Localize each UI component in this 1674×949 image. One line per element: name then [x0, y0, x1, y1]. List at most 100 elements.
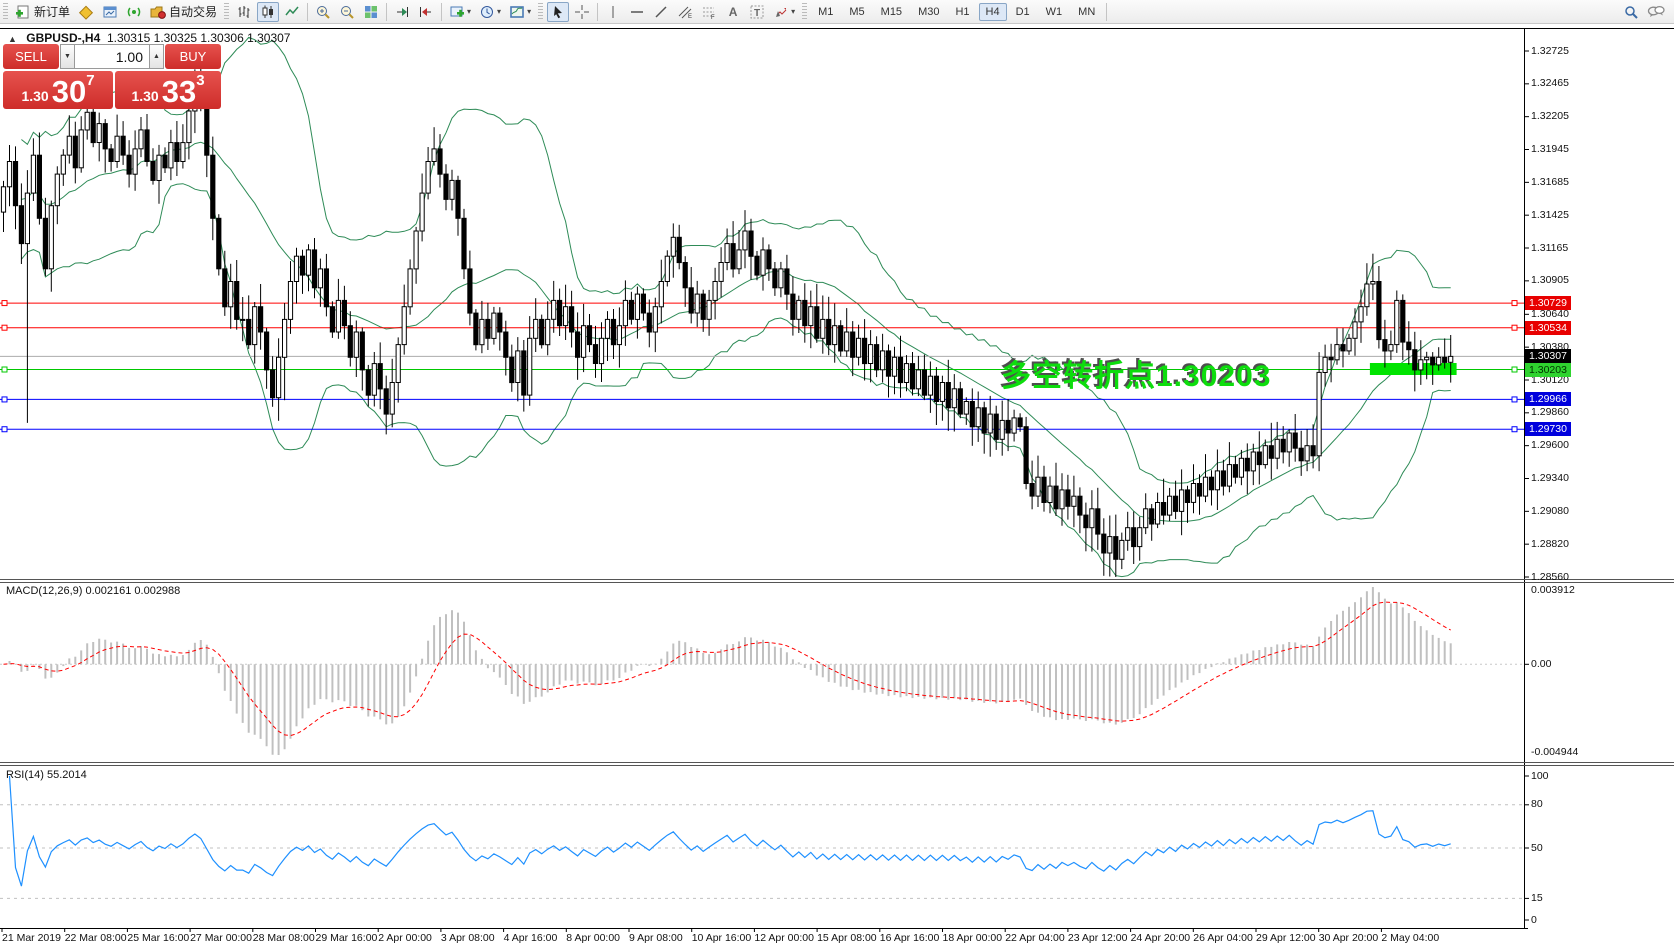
template-icon — [509, 4, 525, 20]
price-level-label: 1.29966 — [1525, 392, 1571, 407]
time-axis-label: 22 Mar 08:00 — [64, 932, 127, 944]
sell-price[interactable]: 1.30 30 7 — [3, 71, 113, 109]
svg-text:T: T — [754, 8, 760, 19]
text-button[interactable]: A — [722, 2, 744, 22]
vertical-line-button[interactable] — [602, 2, 624, 22]
price-tick-label: 1.31685 — [1531, 175, 1569, 188]
arrows-dropdown[interactable]: ▾ — [770, 2, 798, 22]
toolbar: 新订单 自动交易 — [0, 0, 1674, 24]
signals-button[interactable] — [123, 2, 145, 22]
toolbar-gripper[interactable] — [224, 2, 230, 21]
tile-windows-button[interactable] — [360, 2, 382, 22]
price-tick-label: 1.30905 — [1531, 274, 1569, 287]
svg-text:E: E — [688, 14, 692, 20]
chart-shift-button[interactable] — [415, 2, 437, 22]
zoom-in-button[interactable] — [312, 2, 334, 22]
cursor-button[interactable] — [547, 1, 570, 22]
buy-button[interactable]: BUY — [165, 44, 221, 69]
horizontal-line-icon — [629, 4, 645, 20]
tab-d1[interactable]: D1 — [1015, 5, 1030, 18]
macd-axis-label: 0.00 — [1531, 657, 1552, 670]
price-tick-label: 1.28560 — [1531, 570, 1569, 583]
new-order-button[interactable]: 新订单 — [12, 2, 73, 22]
rsi-axis-label: 0 — [1531, 913, 1537, 926]
toolbar-separator — [386, 2, 388, 21]
time-axis-label: 22 Apr 04:00 — [1005, 932, 1065, 944]
channel-button[interactable]: E — [674, 2, 696, 22]
templates-dropdown[interactable]: ▾ — [506, 2, 534, 22]
metaeditor-button[interactable] — [75, 2, 97, 22]
collapse-icon[interactable]: ▲ — [8, 34, 17, 44]
price-tick-label: 1.29860 — [1531, 406, 1569, 419]
tab-h1[interactable]: H1 — [955, 5, 970, 18]
time-axis-label: 27 Mar 00:00 — [190, 932, 252, 944]
text-a-icon: A — [728, 4, 738, 19]
time-axis-label: 3 Apr 08:00 — [440, 932, 495, 944]
tab-h4[interactable]: H4 — [978, 2, 1007, 21]
rsi-axis-label: 100 — [1531, 769, 1549, 782]
time-axis-label: 26 Apr 04:00 — [1193, 932, 1253, 944]
macd-histogram — [8, 587, 1452, 755]
macd-axis-label: 0.003912 — [1531, 584, 1575, 596]
zoom-out-icon — [339, 4, 355, 20]
new-chart-dropdown[interactable]: ▾ — [446, 2, 474, 22]
time-axis-label: 21 Mar 2019 — [2, 932, 61, 944]
horizontal-line-button[interactable] — [626, 2, 648, 22]
toolbar-separator — [597, 2, 599, 21]
trendline-icon — [653, 4, 669, 20]
bollinger-bands — [21, 36, 1451, 578]
metaeditor-icon — [78, 4, 94, 20]
macd-signal-line — [3, 601, 1451, 737]
tab-m1[interactable]: M1 — [818, 5, 834, 18]
tab-w1[interactable]: W1 — [1045, 5, 1063, 18]
toolbar-gripper[interactable] — [538, 2, 544, 21]
time-axis-label: 29 Apr 12:00 — [1256, 932, 1316, 944]
price-level-label: 1.30307 — [1525, 349, 1571, 364]
rsi-axis-label: 80 — [1531, 798, 1543, 811]
volume-input[interactable]: 1.00 — [75, 44, 149, 69]
price-tick-label: 1.31165 — [1531, 241, 1569, 254]
market-watch-icon — [102, 4, 118, 20]
volume-increase-button[interactable]: ▲ — [149, 44, 164, 69]
bar-chart-button[interactable] — [233, 2, 255, 22]
svg-text:F: F — [711, 15, 715, 20]
zoom-out-button[interactable] — [336, 2, 358, 22]
tab-m5[interactable]: M5 — [849, 5, 865, 18]
candlestick-chart-button[interactable] — [257, 1, 280, 22]
market-watch-button[interactable] — [99, 2, 121, 22]
toolbar-gripper[interactable] — [802, 2, 808, 21]
time-axis-label: 9 Apr 08:00 — [629, 932, 683, 944]
caret-down-icon: ▾ — [527, 7, 532, 16]
price-tick-label: 1.29600 — [1531, 439, 1569, 452]
auto-scroll-icon — [394, 4, 410, 20]
autotrading-button[interactable]: 自动交易 — [147, 2, 220, 22]
tab-m30[interactable]: M30 — [918, 5, 940, 18]
sell-price-small: 1.30 — [21, 88, 49, 104]
volume-decrease-button[interactable]: ▼ — [60, 44, 75, 69]
time-axis-label: 29 Mar 16:00 — [315, 932, 378, 944]
auto-scroll-button[interactable] — [391, 2, 413, 22]
tab-mn[interactable]: MN — [1078, 5, 1096, 18]
text-label-button[interactable]: T — [746, 2, 768, 22]
price-tick-label: 1.30640 — [1531, 307, 1569, 320]
trendline-button[interactable] — [650, 2, 672, 22]
price-tick-label: 1.31425 — [1531, 208, 1569, 221]
tab-m15[interactable]: M15 — [880, 5, 903, 18]
toolbar-gripper[interactable] — [3, 2, 8, 21]
time-axis-label: 4 Apr 16:00 — [503, 932, 558, 944]
price-tick-label: 1.32465 — [1531, 77, 1569, 90]
macd-header: MACD(12,26,9) 0.002161 0.002988 — [6, 585, 181, 597]
price-tick-label: 1.32205 — [1531, 110, 1569, 123]
buy-price[interactable]: 1.30 33 3 — [115, 71, 221, 109]
search-button[interactable] — [1620, 2, 1642, 22]
sell-button[interactable]: SELL — [3, 44, 59, 69]
profiles-dropdown[interactable]: ▾ — [476, 2, 504, 22]
crosshair-button[interactable] — [571, 2, 593, 22]
chart-annotation[interactable]: 多空转折点1.30203 — [1001, 360, 1272, 393]
candles — [0, 68, 1454, 577]
line-chart-button[interactable] — [281, 2, 303, 22]
chat-button[interactable] — [1644, 2, 1668, 22]
fibonacci-button[interactable]: F — [698, 2, 720, 22]
